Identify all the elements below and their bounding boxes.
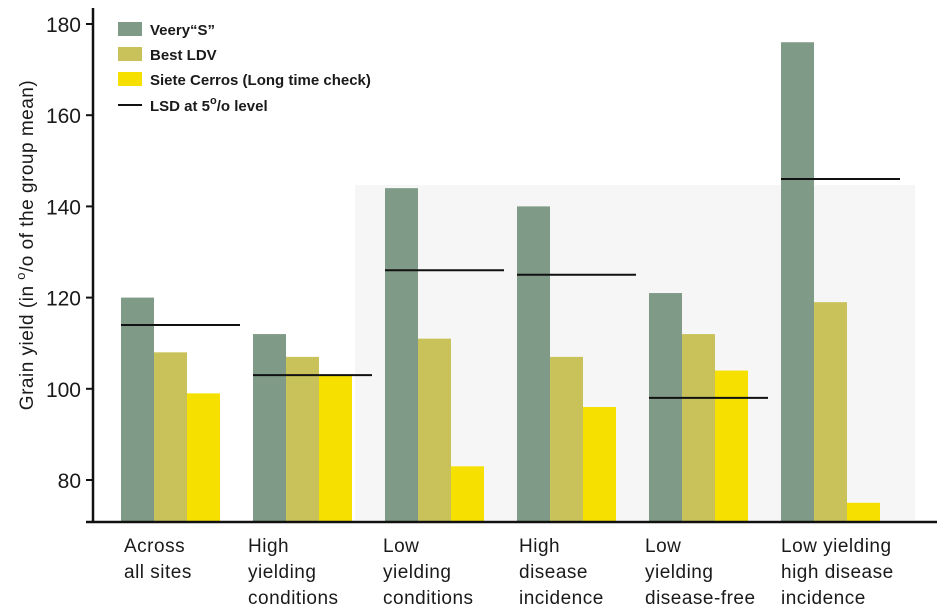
- legend-swatch-veery: [118, 22, 142, 36]
- y-axis-label: Grain yield (in o/o of the group mean): [13, 80, 38, 410]
- category-label-5-line-1: Low: [645, 536, 681, 557]
- y-tick-label-80: 80: [58, 470, 81, 493]
- category-label-1-line-2: all sites: [124, 562, 192, 583]
- bar-best-ldv-5: [682, 334, 715, 522]
- bar-siete-cerros-6: [847, 502, 880, 522]
- x-category-labels: Across all sites High yielding conditions Low…: [124, 536, 894, 609]
- bar-siete-cerros-2: [319, 375, 352, 522]
- legend-swatch-siete-cerros: [118, 72, 142, 86]
- bar-veery-6: [781, 42, 814, 523]
- bar-siete-cerros-5: [715, 370, 748, 522]
- category-label-4-line-3: incidence: [519, 588, 604, 609]
- bar-veery-1: [121, 297, 154, 522]
- y-tick-label-120: 120: [46, 288, 81, 311]
- bar-veery-5: [649, 293, 682, 522]
- y-ticks: 80 100 120 140 160 180: [46, 14, 93, 493]
- lsd-lines-layer: [121, 178, 900, 399]
- bar-best-ldv-4: [550, 356, 583, 522]
- category-label-6-line-3: incidence: [781, 588, 866, 609]
- category-label-3-line-1: Low: [383, 536, 419, 557]
- category-label-1-line-1: Across: [124, 536, 185, 557]
- bar-siete-cerros-4: [583, 407, 616, 522]
- legend-label-siete-cerros: Siete Cerros (Long time check): [150, 72, 371, 89]
- legend-swatch-best-ldv: [118, 47, 142, 61]
- bar-best-ldv-3: [418, 338, 451, 522]
- y-tick-label-100: 100: [46, 379, 81, 402]
- bars-layer: [121, 42, 880, 523]
- legend-label-veery: Veery“S”: [150, 22, 215, 39]
- y-tick-label-140: 140: [46, 196, 81, 219]
- bar-best-ldv-1: [154, 352, 187, 522]
- y-tick-label-160: 160: [46, 105, 81, 128]
- bar-best-ldv-2: [286, 356, 319, 522]
- bar-veery-4: [517, 206, 550, 522]
- category-label-2-line-1: High: [248, 536, 289, 557]
- bar-veery-2: [253, 334, 286, 522]
- bar-best-ldv-6: [814, 302, 847, 522]
- category-label-3-line-2: yielding: [383, 562, 451, 583]
- bar-veery-3: [385, 188, 418, 522]
- y-tick-label-180: 180: [46, 14, 81, 37]
- category-label-5-line-3: disease-free: [645, 588, 756, 609]
- bar-siete-cerros-1: [187, 393, 220, 522]
- axes: [86, 8, 937, 524]
- legend: Veery“S” Best LDV Siete Cerros (Long tim…: [118, 22, 371, 115]
- category-label-4-line-2: disease: [519, 562, 588, 583]
- category-label-6-line-1: Low yielding: [781, 536, 892, 557]
- bar-siete-cerros-3: [451, 466, 484, 522]
- category-label-5-line-2: yielding: [645, 562, 713, 583]
- legend-label-best-ldv: Best LDV: [150, 47, 217, 64]
- category-label-2-line-2: yielding: [248, 562, 316, 583]
- legend-label-lsd: LSD at 5o/o level: [150, 95, 268, 115]
- category-label-4-line-1: High: [519, 536, 560, 557]
- category-label-2-line-3: conditions: [248, 588, 339, 609]
- category-label-6-line-2: high disease: [781, 562, 894, 583]
- category-label-3-line-3: conditions: [383, 588, 474, 609]
